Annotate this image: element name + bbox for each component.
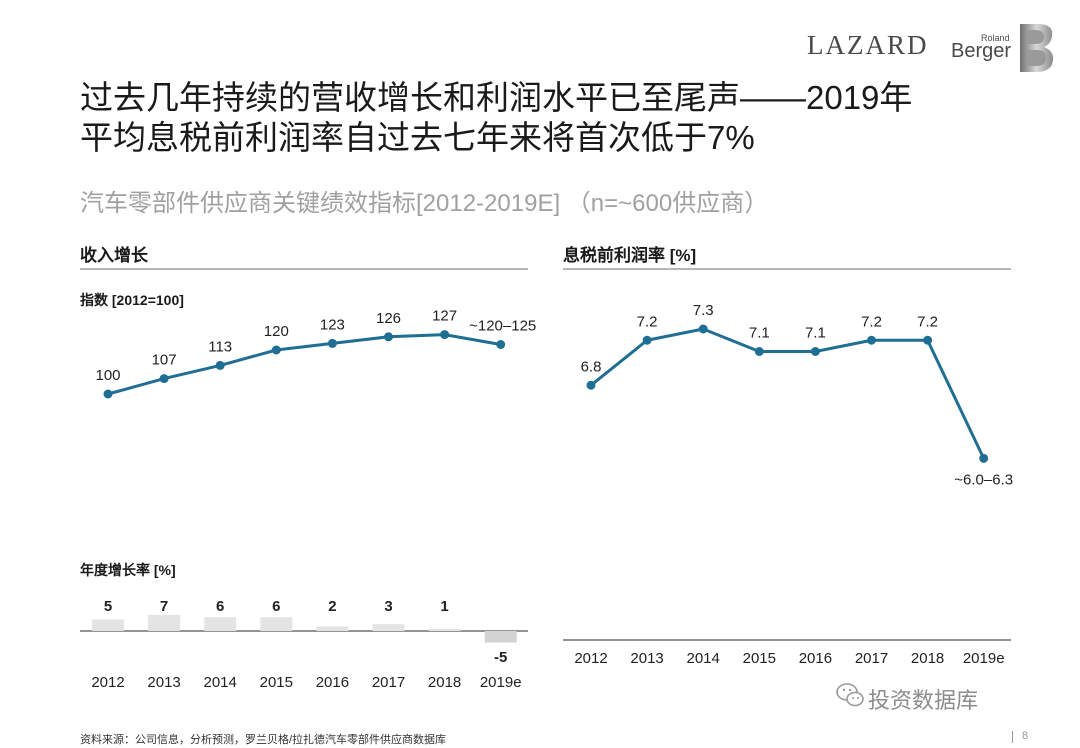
ebit-value-label-2012: 6.8 [581,358,602,375]
ebit-point-2017 [867,335,876,345]
revenue-value-label-2017: 126 [376,310,401,327]
ebit-point-2016 [810,347,820,356]
revenue-growth-heading: 收入增长 [80,246,148,265]
index-label: 指数 [2012=100] [80,292,184,308]
revenue-value-label-2013: 107 [152,352,177,369]
growth-bar-2014 [204,617,237,631]
growth-x-tick-2012: 2012 [91,674,124,691]
ebit-value-label-2013: 7.2 [637,313,658,330]
growth-x-tick-2015: 2015 [260,674,293,691]
lazard-logo: LAZARD [807,30,929,60]
growth-bar-2013 [148,614,181,631]
growth-value-label-2016: 2 [328,598,336,615]
growth-value-label-2019e: -5 [494,649,507,666]
revenue-value-label-2012: 100 [95,367,120,384]
growth-rate-label: 年度增长率 [%] [80,562,176,578]
revenue-point-2019e [496,340,506,349]
growth-x-tick-2016: 2016 [316,674,349,691]
revenue-point-2014 [215,360,225,370]
watermark-text: 投资数据库 [868,688,979,713]
ebit-margin-line [590,327,986,460]
ebit-x-tick-2019e: 2019e [963,650,1005,667]
revenue-point-2015 [271,345,281,355]
left-heading-rule [80,268,528,270]
growth-value-label-2015: 6 [272,598,280,615]
growth-x-tick-2018: 2018 [428,674,461,691]
revenue-value-label-2016: 123 [320,316,345,333]
ebit-point-2018 [923,335,933,345]
ebit-x-tick-2017: 2017 [855,650,888,667]
source-footnote: 资料来源：公司信息，分析预测，罗兰贝格/拉扎德汽车零部件供应商数据库 [80,734,447,746]
growth-value-label-2013: 7 [160,598,168,615]
page-subtitle: 汽车零部件供应商关键绩效指标[2012-2019E] （n=~600供应商） [80,190,769,217]
revenue-point-2013 [159,374,169,384]
title-line-2: 平均息税前利润率自过去七年来将首次低于7% [80,119,755,156]
growth-x-tick-2017: 2017 [372,674,405,691]
ebit-x-tick-2012: 2012 [574,650,607,667]
ebit-value-label-2018: 7.2 [917,313,938,330]
ebit-value-label-2016: 7.1 [805,325,826,342]
growth-value-label-2017: 3 [384,598,392,615]
ebit-point-2014 [698,324,708,334]
growth-bar-2012 [92,619,124,631]
growth-value-label-2018: 1 [440,598,448,615]
title-line-1: 过去几年持续的营收增长和利润水平已至尾声——2019年 [80,79,913,116]
ebit-point-2013 [642,335,652,345]
ebit-x-tick-2013: 2013 [630,650,663,667]
roland-berger-logo-text: Berger [951,40,1012,62]
growth-bar-2019e [484,631,517,643]
ebit-point-2019e [979,453,989,463]
ebit-value-label-2015: 7.1 [749,325,770,342]
roland-berger-logo-small-text: Roland [981,33,1010,43]
growth-x-tick-2014: 2014 [204,674,237,691]
growth-x-tick-2013: 2013 [147,674,180,691]
roland-berger-b-icon [1020,24,1054,72]
growth-bar-2018 [428,628,461,631]
growth-value-label-2012: 5 [104,598,112,615]
wechat-icon [836,683,864,707]
growth-x-tick-2019e: 2019e [480,674,522,691]
revenue-point-2017 [384,332,393,342]
page-number: 8 [1022,730,1029,742]
ebit-value-label-2017: 7.2 [861,313,882,330]
page-number-divider [1012,731,1013,743]
revenue-value-label-2015: 120 [264,323,289,340]
ebit-value-label-2019e: ~6.0–6.3 [954,471,1013,488]
ebit-value-label-2014: 7.3 [693,302,714,319]
growth-bar-2017 [372,624,405,631]
revenue-value-label-2018: 127 [432,308,457,325]
ebit-x-tick-2018: 2018 [911,650,944,667]
growth-value-label-2014: 6 [216,598,224,615]
page-title: 过去几年持续的营收增长和利润水平已至尾声——2019年 平均息税前利润率自过去七… [80,78,1040,158]
revenue-point-2016 [327,338,337,348]
ebit-margin-heading: 息税前利润率 [%] [563,246,697,265]
ebit-x-tick-2014: 2014 [687,650,720,667]
revenue-value-label-2019e: ~120–125 [469,318,536,335]
revenue-point-2018 [440,330,450,340]
revenue-value-label-2014: 113 [208,338,232,355]
revenue-index-line [107,333,501,396]
growth-bar-2015 [260,617,293,631]
right-heading-rule [563,268,1011,270]
ebit-x-tick-2016: 2016 [799,650,832,667]
ebit-x-tick-2015: 2015 [743,650,776,667]
growth-bar-2016 [316,626,349,631]
revenue-point-2012 [103,389,113,399]
ebit-point-2015 [754,347,764,356]
ebit-point-2012 [586,380,596,390]
